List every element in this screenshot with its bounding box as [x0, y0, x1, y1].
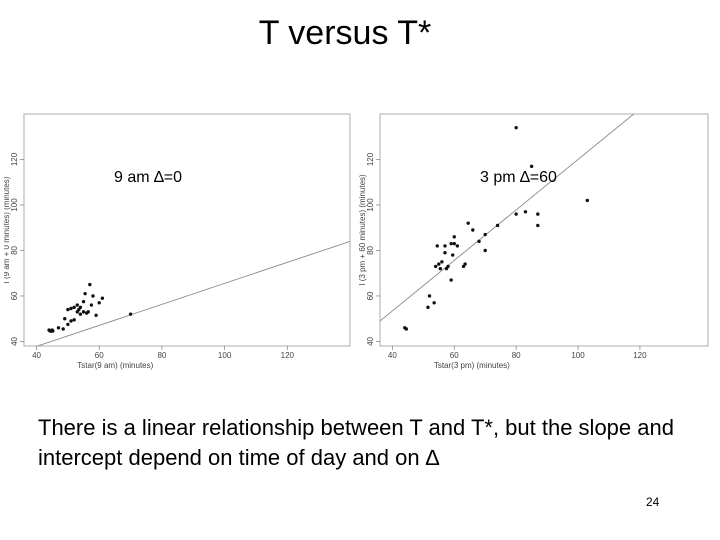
left-x-tick-label-120: 120	[281, 351, 295, 360]
slide-title: T versus T*	[258, 14, 432, 52]
right-data-point	[514, 212, 518, 216]
right-data-point	[585, 198, 590, 203]
left-data-point	[86, 310, 90, 314]
left-y-axis-label: I (9 am + 0 minutes) (minutes)	[4, 176, 11, 283]
left-x-tick-label-40: 40	[32, 351, 41, 360]
left-plot-area	[36, 240, 350, 346]
right-data-point	[426, 305, 430, 310]
right-data-point	[435, 244, 439, 248]
left-data-point	[81, 310, 86, 314]
left-y-tick-label-40: 40	[10, 336, 19, 345]
right-data-point	[529, 164, 534, 169]
left-data-point	[78, 305, 83, 310]
left-data-point	[81, 299, 86, 304]
right-data-point	[437, 262, 441, 266]
right-x-tick-label-60: 60	[450, 351, 459, 360]
right-data-point	[443, 244, 447, 248]
right-data-point	[432, 301, 436, 305]
left-data-point	[48, 328, 52, 333]
left-data-point	[88, 282, 92, 287]
left-plot-frame	[23, 113, 351, 347]
left-data-point	[97, 301, 101, 305]
left-x-tick-label-100: 100	[218, 351, 232, 360]
right-data-point	[440, 260, 444, 264]
page-number: 24	[646, 495, 660, 509]
left-data-point	[94, 313, 98, 317]
right-plot-area	[380, 114, 635, 331]
left-inset-label: 9 am ∆=0	[114, 169, 182, 186]
right-data-point	[495, 223, 500, 228]
right-y-tick-label-80: 80	[366, 245, 375, 254]
right-data-point	[483, 248, 487, 253]
right-y-tick-label-60: 60	[366, 291, 375, 300]
scatter-plot-3pm: 40 60 80 100 120 40 60 80 100 120 Tstar(3 pm) (min…	[356, 108, 710, 378]
right-data-point	[477, 239, 481, 244]
right-y-tick-label-120: 120	[366, 152, 375, 166]
left-data-point	[83, 291, 87, 296]
left-data-point	[61, 327, 65, 331]
left-data-point	[75, 303, 79, 307]
right-data-point	[523, 210, 528, 214]
right-data-point	[483, 232, 487, 237]
left-data-point	[66, 322, 70, 327]
right-x-tick-label-40: 40	[388, 351, 397, 360]
left-trend-line	[36, 240, 350, 346]
right-data-point	[443, 251, 447, 255]
right-data-point	[446, 264, 450, 269]
left-x-axis-label: Tstar(9 am) (minutes)	[77, 361, 153, 370]
right-data-point	[404, 327, 409, 331]
right-data-point	[452, 235, 456, 239]
left-data-point	[69, 319, 73, 323]
right-x-tick-label-120: 120	[633, 351, 647, 360]
left-data-point	[91, 294, 95, 298]
right-data-point	[514, 125, 518, 130]
left-data-point	[63, 317, 67, 321]
left-y-tick-label-100: 100	[10, 198, 19, 212]
left-y-tick-label-80: 80	[10, 245, 19, 254]
right-x-tick-label-80: 80	[512, 351, 521, 360]
right-inset-label: 3 pm ∆=60	[480, 169, 557, 186]
right-plot-frame	[379, 113, 709, 347]
left-data-point	[72, 318, 76, 322]
left-data-point	[51, 329, 55, 333]
right-y-tick-label-100: 100	[366, 198, 375, 212]
left-data-point	[66, 307, 70, 312]
left-data-point	[69, 306, 73, 311]
slide-body-text: There is a linear relationship between T…	[38, 415, 674, 470]
right-data-point	[471, 228, 475, 232]
right-data-point	[455, 244, 460, 248]
right-data-point	[449, 241, 453, 246]
right-data-point	[438, 266, 443, 271]
right-data-point	[452, 241, 456, 246]
left-y-tick-label-60: 60	[10, 291, 19, 300]
right-data-point	[427, 294, 432, 298]
right-data-point	[449, 278, 453, 282]
left-data-point	[78, 312, 83, 316]
right-data-point	[433, 264, 438, 269]
right-data-point	[451, 253, 455, 257]
right-data-point	[463, 262, 467, 266]
left-data-point	[89, 303, 94, 307]
right-y-tick-label-40: 40	[366, 336, 375, 345]
scatter-plot-9am: 40 60 80 100 120 40 60 80 100 120 Tstar(9 am) (min…	[4, 110, 354, 372]
right-x-axis-label: Tstar(3 pm) (minutes)	[434, 361, 510, 370]
right-trend-line	[380, 114, 635, 322]
left-data-point	[128, 312, 133, 316]
left-x-tick-label-60: 60	[95, 351, 104, 360]
left-x-tick-label-80: 80	[157, 351, 166, 360]
left-data-point	[56, 326, 61, 330]
left-data-point	[100, 296, 105, 300]
right-x-tick-label-100: 100	[571, 351, 585, 360]
right-data-point	[536, 212, 540, 216]
left-y-tick-label-120: 120	[10, 152, 19, 166]
right-y-axis-label: I (3 pm + 60 minutes) (minutes)	[358, 174, 367, 286]
right-data-point	[536, 223, 540, 228]
right-data-point	[466, 221, 470, 225]
left-data-point	[72, 305, 76, 310]
